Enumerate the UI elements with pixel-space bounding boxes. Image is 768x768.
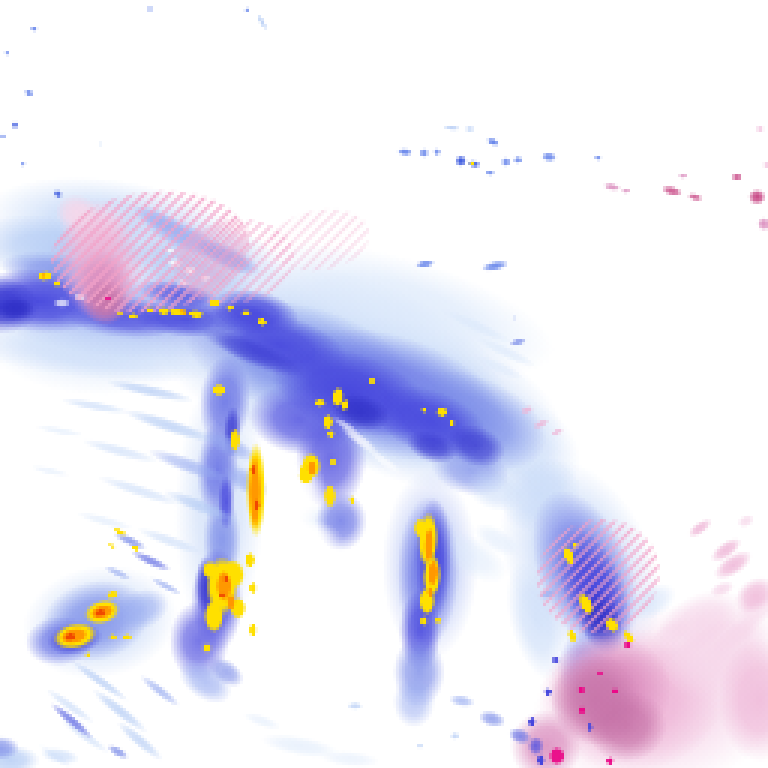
precipitation-radar-canvas bbox=[0, 0, 768, 768]
radar-map bbox=[0, 0, 768, 768]
